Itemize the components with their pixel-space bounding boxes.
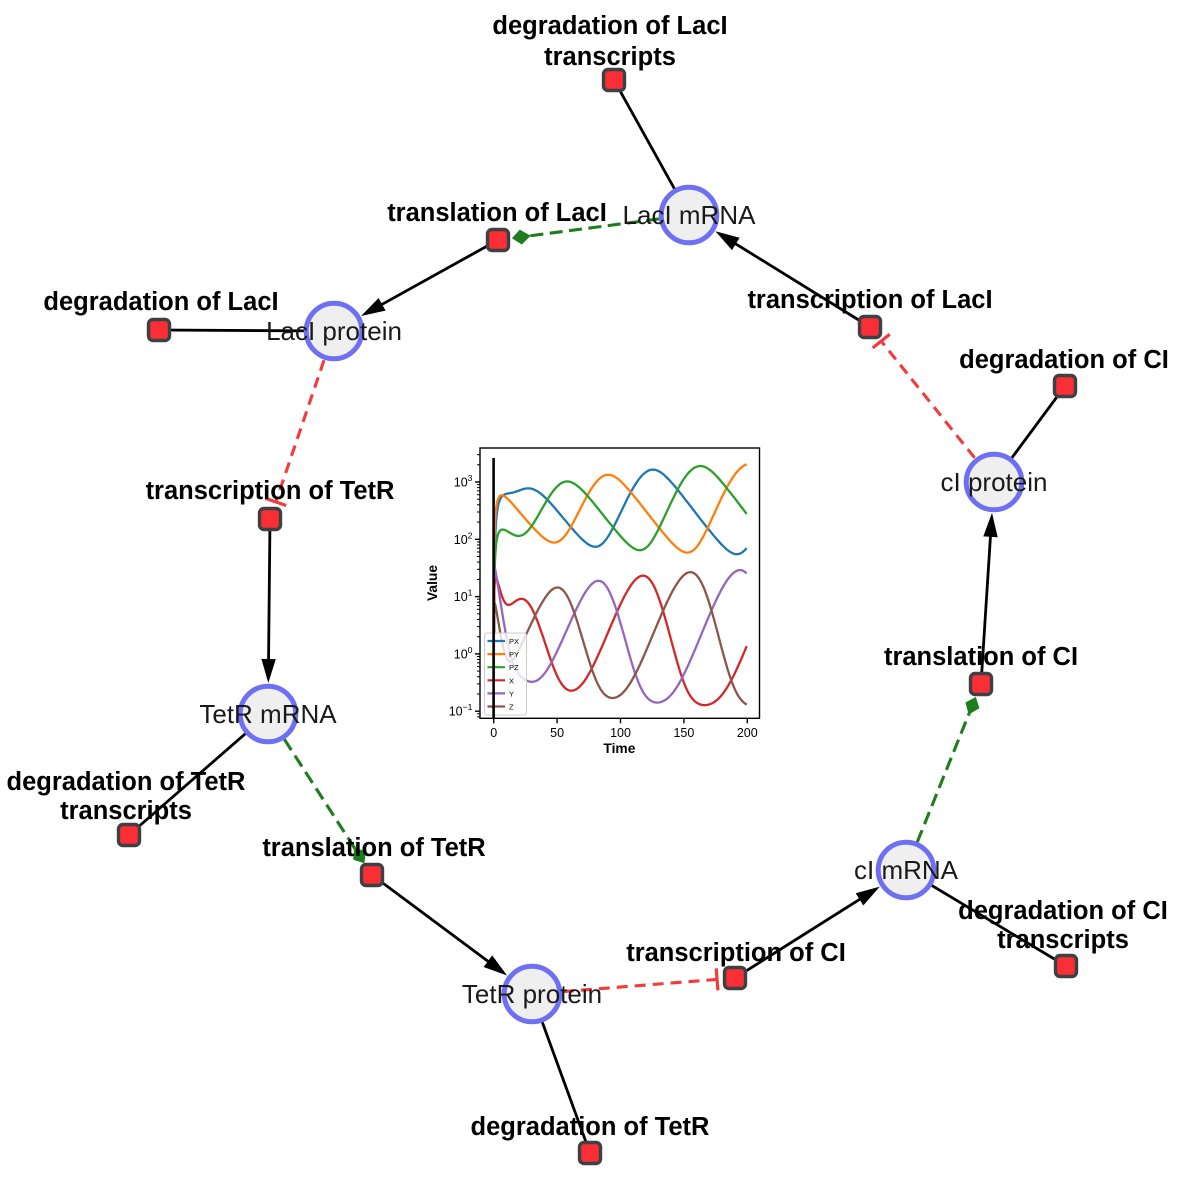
svg-text:degradation of TetR: degradation of TetR: [471, 1113, 710, 1141]
svg-text:PZ: PZ: [509, 663, 519, 672]
svg-text:PY: PY: [509, 650, 519, 659]
svg-text:0: 0: [490, 726, 497, 740]
svg-text:transcription of CI: transcription of CI: [626, 939, 846, 967]
svg-text:Time: Time: [603, 741, 635, 756]
svg-text:translation of LacI: translation of LacI: [387, 199, 607, 227]
svg-text:Y: Y: [509, 689, 514, 698]
svg-text:Z: Z: [509, 703, 514, 712]
svg-text:Value: Value: [425, 565, 440, 601]
svg-text:PX: PX: [509, 637, 519, 646]
svg-text:TetR protein: TetR protein: [462, 979, 602, 1009]
svg-text:100: 100: [610, 726, 631, 740]
svg-text:transcription of TetR: transcription of TetR: [146, 477, 395, 505]
svg-text:degradation of LacI: degradation of LacI: [492, 12, 727, 40]
svg-text:cI mRNA: cI mRNA: [854, 855, 959, 885]
svg-text:200: 200: [737, 726, 758, 740]
svg-text:50: 50: [550, 726, 564, 740]
svg-text:cI protein: cI protein: [941, 467, 1048, 497]
svg-text:degradation of CI: degradation of CI: [958, 897, 1168, 925]
svg-text:degradation of LacI: degradation of LacI: [43, 288, 278, 316]
svg-text:102: 102: [454, 530, 473, 547]
svg-text:103: 103: [454, 473, 473, 490]
svg-text:transcripts: transcripts: [544, 43, 676, 71]
svg-text:X: X: [509, 676, 514, 685]
svg-text:100: 100: [454, 645, 473, 662]
svg-text:transcription of LacI: transcription of LacI: [747, 286, 992, 314]
svg-text:degradation of TetR: degradation of TetR: [7, 768, 246, 796]
svg-text:transcripts: transcripts: [997, 926, 1129, 954]
svg-text:translation of TetR: translation of TetR: [262, 834, 485, 862]
svg-text:101: 101: [454, 588, 473, 605]
svg-text:150: 150: [673, 726, 694, 740]
svg-text:LacI mRNA: LacI mRNA: [623, 200, 757, 230]
svg-text:TetR mRNA: TetR mRNA: [199, 699, 337, 729]
svg-text:LacI protein: LacI protein: [266, 316, 402, 346]
svg-text:degradation of CI: degradation of CI: [959, 346, 1169, 374]
svg-text:transcripts: transcripts: [60, 797, 192, 825]
svg-text:translation of CI: translation of CI: [884, 643, 1078, 671]
svg-text:10−1: 10−1: [449, 702, 473, 719]
